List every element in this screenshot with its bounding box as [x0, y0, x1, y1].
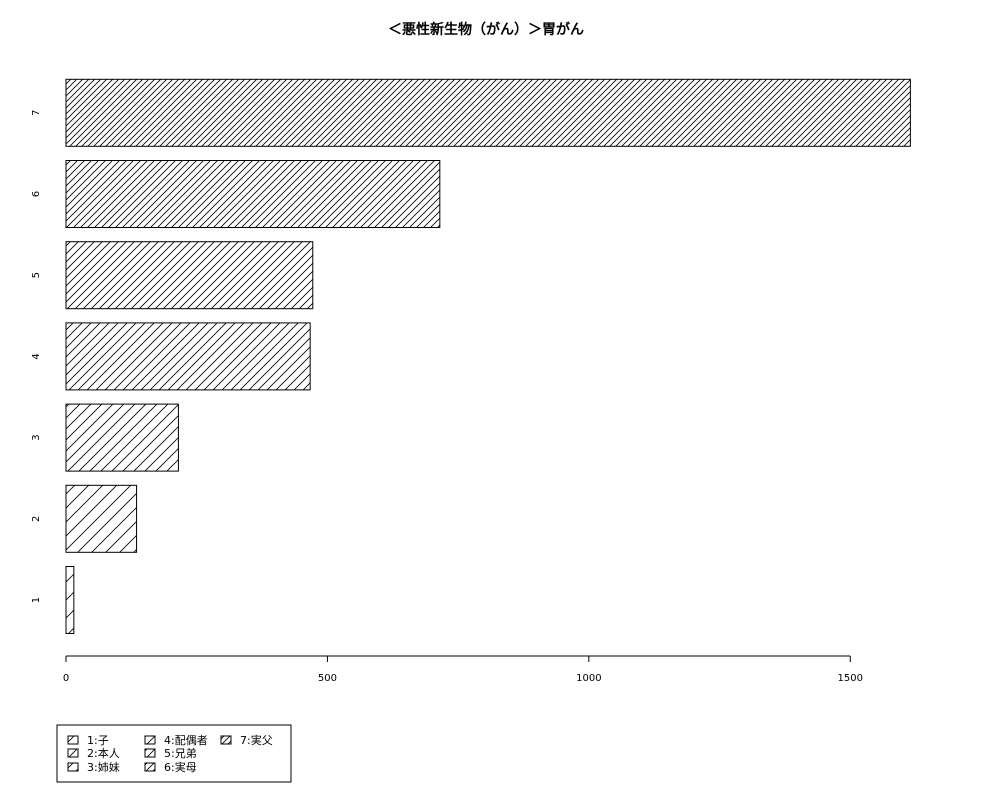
y-tick-label-3: 3 [31, 434, 42, 440]
legend-label-1: 1:子 [87, 734, 109, 747]
legend-label-6: 6:実母 [164, 760, 197, 774]
legend-swatch-4 [144, 735, 156, 745]
legend-swatch-7 [220, 735, 232, 745]
bar-2 [65, 484, 138, 553]
x-tick-label: 1500 [838, 673, 863, 684]
legend-label-4: 4:配偶者 [164, 734, 208, 747]
bar-7 [65, 78, 911, 147]
y-tick-label-7: 7 [31, 110, 42, 116]
legend-swatch-1 [67, 735, 79, 745]
legend-label-3: 3:姉妹 [87, 760, 120, 774]
legend-label-7: 7:実父 [240, 733, 273, 747]
bar-5 [65, 241, 314, 310]
x-axis: 0 500 1000 1500 [63, 655, 863, 684]
x-tick-label: 0 [63, 673, 69, 684]
y-axis-tick-labels: 1 2 3 4 5 6 7 [31, 110, 42, 604]
legend-label-5: 5:兄弟 [164, 747, 197, 760]
chart-title: ＜悪性新生物（がん）＞胃がん [388, 21, 584, 38]
y-tick-label-2: 2 [31, 516, 42, 522]
bars [65, 78, 911, 634]
y-tick-label-6: 6 [31, 191, 42, 197]
y-tick-label-5: 5 [31, 272, 42, 278]
bar-3 [65, 403, 179, 472]
y-tick-label-1: 1 [31, 597, 42, 603]
legend-swatch-2 [67, 748, 79, 758]
bar-4 [65, 322, 311, 391]
x-tick-label: 1000 [576, 673, 601, 684]
legend-swatch-5 [144, 748, 156, 758]
legend-swatch-3 [67, 762, 79, 772]
y-tick-label-4: 4 [31, 353, 42, 359]
x-tick-label: 500 [318, 673, 337, 684]
bar-1 [65, 566, 75, 634]
legend-label-2: 2:本人 [87, 746, 120, 760]
legend-swatch-6 [144, 762, 156, 772]
legend-box [56, 724, 292, 783]
bar-6 [65, 160, 441, 228]
